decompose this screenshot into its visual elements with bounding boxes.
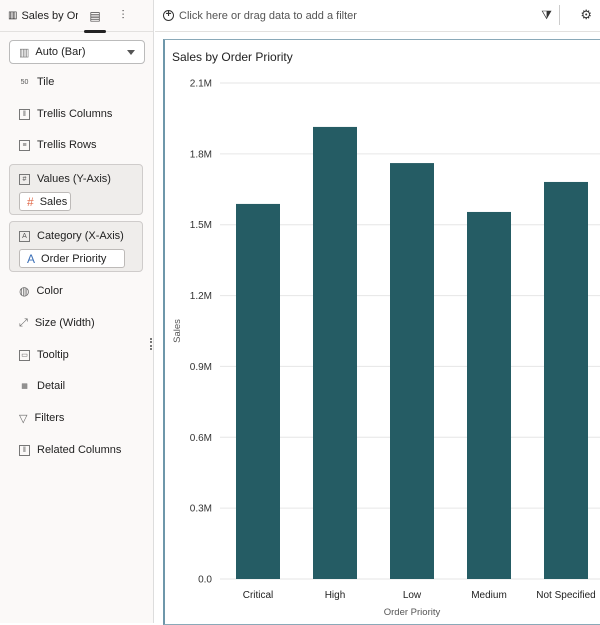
x-tick-label: Critical <box>243 590 274 601</box>
y-axis-title: Sales <box>172 319 183 343</box>
y-tick-label: 0.9M <box>190 362 212 373</box>
category-well-label: A Category (X-Axis) <box>19 228 124 244</box>
y-tick-label: 1.2M <box>190 291 212 302</box>
settings-icon[interactable]: ⚙ <box>580 7 592 22</box>
y-tick-label: 1.8M <box>190 149 212 160</box>
filter-icon: ▽ <box>19 412 28 425</box>
bar-not-specified <box>544 181 588 579</box>
values-well-label: # Values (Y-Axis) <box>19 171 111 187</box>
hash-box-icon: # <box>19 173 30 185</box>
category-well[interactable]: A Category (X-Axis) A Order Priority <box>9 221 143 272</box>
tooltip-icon: ▭ <box>19 349 30 361</box>
x-tick-label: Not Specified <box>536 590 595 601</box>
sidebar-item-tile[interactable]: 50 Tile <box>20 76 55 88</box>
x-tick-label: Low <box>403 590 422 601</box>
bar-chart: 0.0 0.3M 0.6M 0.9M 1.2M 1.5M 1.8M 2.1M Critical H… <box>172 79 600 618</box>
y-tick-label: 0.6M <box>190 433 212 444</box>
trellis-columns-icon: ‖ <box>19 108 30 120</box>
properties-tab[interactable]: ⫶ <box>121 8 125 22</box>
chart-type-dropdown[interactable]: ▥ Auto (Bar) <box>9 40 145 64</box>
sidebar-item-related-columns[interactable]: ‖ Related Columns <box>19 442 121 458</box>
sales-pill[interactable]: # Sales <box>19 192 71 211</box>
trellis-rows-icon: ≡ <box>19 139 30 151</box>
sidebar-item-trellis-columns[interactable]: ‖ Trellis Columns <box>19 106 112 122</box>
bar-chart-icon: ▥ <box>8 10 18 21</box>
sidebar-item-tooltip[interactable]: ▭ Tooltip <box>19 347 69 363</box>
bar-medium <box>467 211 511 579</box>
divider <box>559 5 560 25</box>
color-icon: ◍ <box>19 284 30 298</box>
x-tick-label: High <box>325 590 346 601</box>
chevron-down-icon <box>127 50 135 55</box>
bar-high <box>313 126 357 579</box>
values-well[interactable]: # Values (Y-Axis) # Sales <box>9 164 143 215</box>
grammar-tab[interactable]: ▤ <box>84 5 106 33</box>
tile-icon: 50 <box>20 78 29 86</box>
bar-low <box>390 163 434 579</box>
x-axis-title: Order Priority <box>384 607 441 618</box>
related-columns-icon: ‖ <box>19 444 30 456</box>
sidebar-item-filters[interactable]: ▽ Filters <box>19 412 65 425</box>
detail-icon: ▦ <box>21 383 28 390</box>
y-tick-label: 0.3M <box>190 504 212 515</box>
bar-critical <box>236 203 280 580</box>
filter-toggle-icon[interactable]: ⧩ <box>541 8 552 22</box>
y-tick-label: 2.1M <box>190 79 212 90</box>
resize-handle[interactable] <box>150 338 152 350</box>
sidebar-item-trellis-rows[interactable]: ≡ Trellis Rows <box>19 137 97 153</box>
sidebar-tabs: ▥Sales by Or... ▤ ⫶ <box>0 0 153 33</box>
filter-bar[interactable]: + Click here or drag data to add a filte… <box>155 0 600 32</box>
visualization-title[interactable]: ▥Sales by Or... <box>8 9 78 22</box>
y-tick-label: 1.5M <box>190 220 212 231</box>
bar-chart-icon: ▥ <box>19 46 30 59</box>
order-priority-pill[interactable]: A Order Priority <box>19 249 125 268</box>
y-tick-label: 0.0 <box>198 575 212 586</box>
sidebar-item-color[interactable]: ◍ Color <box>19 284 63 298</box>
attribute-box-icon: A <box>19 230 30 242</box>
filter-placeholder[interactable]: Click here or drag data to add a filter <box>179 9 357 22</box>
add-filter-icon[interactable]: + <box>163 10 174 21</box>
sidebar-item-size[interactable]: ⤢ Size (Width) <box>19 316 95 330</box>
size-icon: ⤢ <box>19 316 28 329</box>
x-tick-label: Medium <box>471 590 507 601</box>
measure-icon: # <box>27 194 34 209</box>
attribute-icon: A <box>27 251 36 266</box>
sidebar-item-detail[interactable]: ▦ Detail <box>19 378 65 394</box>
chart-title: Sales by Order Priority <box>172 50 293 64</box>
